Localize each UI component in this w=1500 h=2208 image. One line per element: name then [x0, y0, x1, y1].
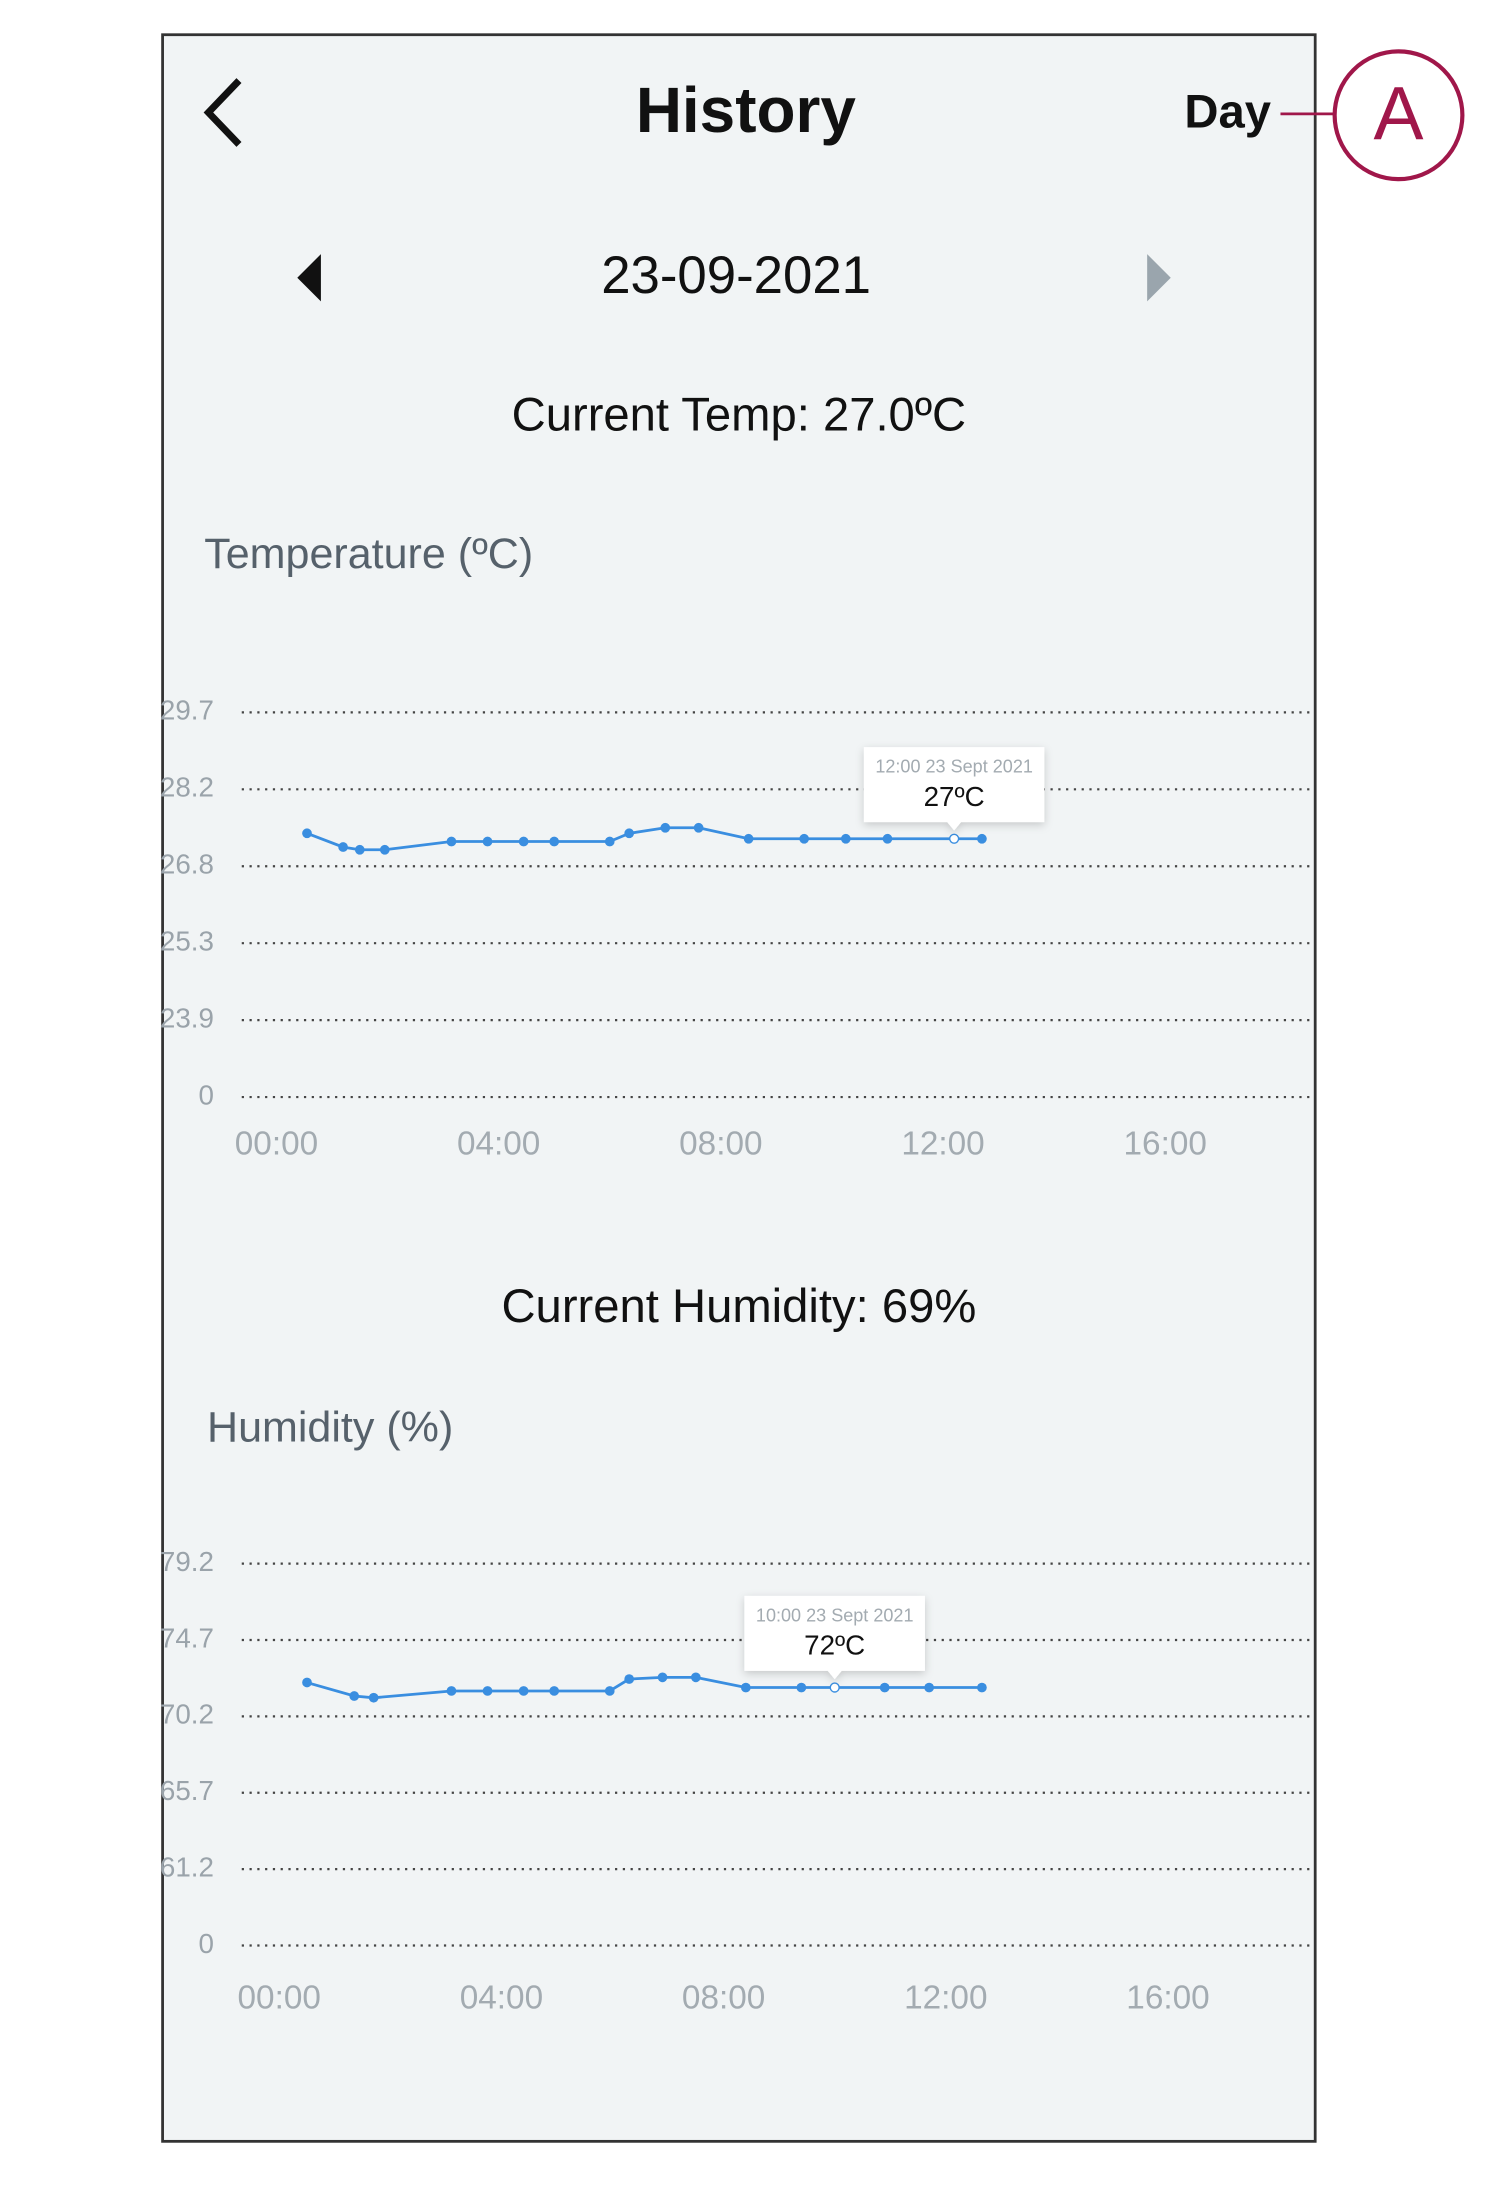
data-point — [446, 1686, 457, 1696]
next-date[interactable] — [1147, 254, 1171, 302]
page-title: History — [636, 74, 857, 146]
data-point — [349, 1691, 360, 1701]
x-tick-label: 12:00 — [901, 1125, 984, 1162]
data-point — [693, 822, 704, 833]
data-point — [604, 1686, 615, 1696]
y-tick-label: 28.2 — [160, 772, 214, 803]
y-tick-label: 74.7 — [160, 1622, 214, 1653]
data-point — [518, 1686, 529, 1696]
x-tick-label: 04:00 — [457, 1125, 540, 1162]
previous-date[interactable] — [297, 254, 321, 302]
y-tick-label: 25.3 — [160, 926, 214, 957]
data-point — [690, 1672, 701, 1683]
phone-frame — [161, 33, 1317, 2143]
tooltip-time: 10:00 23 Sept 2021 — [756, 1605, 914, 1625]
data-point — [882, 833, 893, 844]
data-point — [840, 833, 851, 844]
data-point — [743, 833, 754, 844]
data-point — [482, 836, 493, 847]
y-tick-label: 23.9 — [160, 1002, 214, 1033]
data-point — [660, 822, 671, 833]
x-tick-label: 12:00 — [904, 1979, 987, 2016]
x-tick-label: 08:00 — [679, 1125, 762, 1162]
tooltip-box — [863, 747, 1045, 831]
date-label: 23-09-2021 — [601, 246, 871, 305]
y-tick-label: 61.2 — [160, 1851, 214, 1882]
y-tick-label: 0 — [199, 1928, 214, 1959]
tooltip-time: 12:00 23 Sept 2021 — [875, 757, 1033, 777]
y-tick-label: 29.7 — [160, 695, 214, 726]
current-value: Current Temp: 27.0ºC — [512, 388, 967, 441]
data-point — [879, 1682, 890, 1693]
data-point — [302, 828, 312, 839]
x-tick-label: 16:00 — [1124, 1125, 1207, 1162]
y-tick-label: 79.2 — [160, 1546, 214, 1577]
data-point — [604, 836, 615, 847]
data-point — [740, 1682, 751, 1693]
current-value: Current Humidity: 69% — [501, 1280, 976, 1333]
tooltip-value: 72ºC — [804, 1630, 865, 1661]
data-point — [924, 1682, 934, 1693]
y-tick-label: 26.8 — [160, 849, 214, 880]
data-point — [379, 844, 390, 855]
data-point — [368, 1692, 379, 1703]
tooltip: 10:00 23 Sept 2021 72ºC — [744, 1595, 925, 1680]
y-tick-label: 0 — [199, 1079, 214, 1110]
selected-point — [829, 1682, 840, 1693]
chart-title: Humidity (%) — [207, 1404, 453, 1452]
tooltip-value: 27ºC — [924, 781, 985, 812]
data-point — [977, 1682, 987, 1693]
data-point — [796, 1682, 807, 1693]
charts: Current Temp: 27.0ºC Temperature (ºC) 0 23.… — [160, 388, 1314, 2016]
data-point — [657, 1672, 668, 1683]
data-point — [549, 836, 560, 847]
tooltip: 12:00 23 Sept 2021 27ºC — [863, 747, 1045, 831]
data-point — [977, 833, 987, 844]
data-point — [518, 836, 529, 847]
x-tick-label: 04:00 — [460, 1979, 543, 2016]
data-point — [302, 1677, 312, 1688]
y-tick-label: 65.7 — [160, 1775, 214, 1806]
x-tick-label: 16:00 — [1126, 1979, 1209, 2016]
chart-title: Temperature (ºC) — [204, 530, 533, 578]
data-point — [624, 1674, 635, 1684]
tooltip-box — [744, 1595, 925, 1680]
callout-label: A — [1374, 71, 1424, 155]
data-point — [549, 1686, 560, 1696]
range-selector[interactable]: Day — [1184, 86, 1271, 139]
data-point — [482, 1686, 493, 1696]
data-point — [354, 844, 365, 855]
callout-circle — [1332, 49, 1465, 182]
y-tick-label: 70.2 — [160, 1699, 214, 1730]
data-point — [446, 836, 457, 847]
data-point — [338, 842, 348, 852]
data-point — [799, 833, 810, 844]
data-point — [624, 828, 635, 839]
x-tick-label: 00:00 — [238, 1979, 321, 2016]
x-tick-label: 08:00 — [682, 1979, 765, 2016]
x-tick-label: 00:00 — [235, 1125, 318, 1162]
back-button[interactable] — [203, 78, 242, 147]
selected-point — [948, 833, 960, 844]
